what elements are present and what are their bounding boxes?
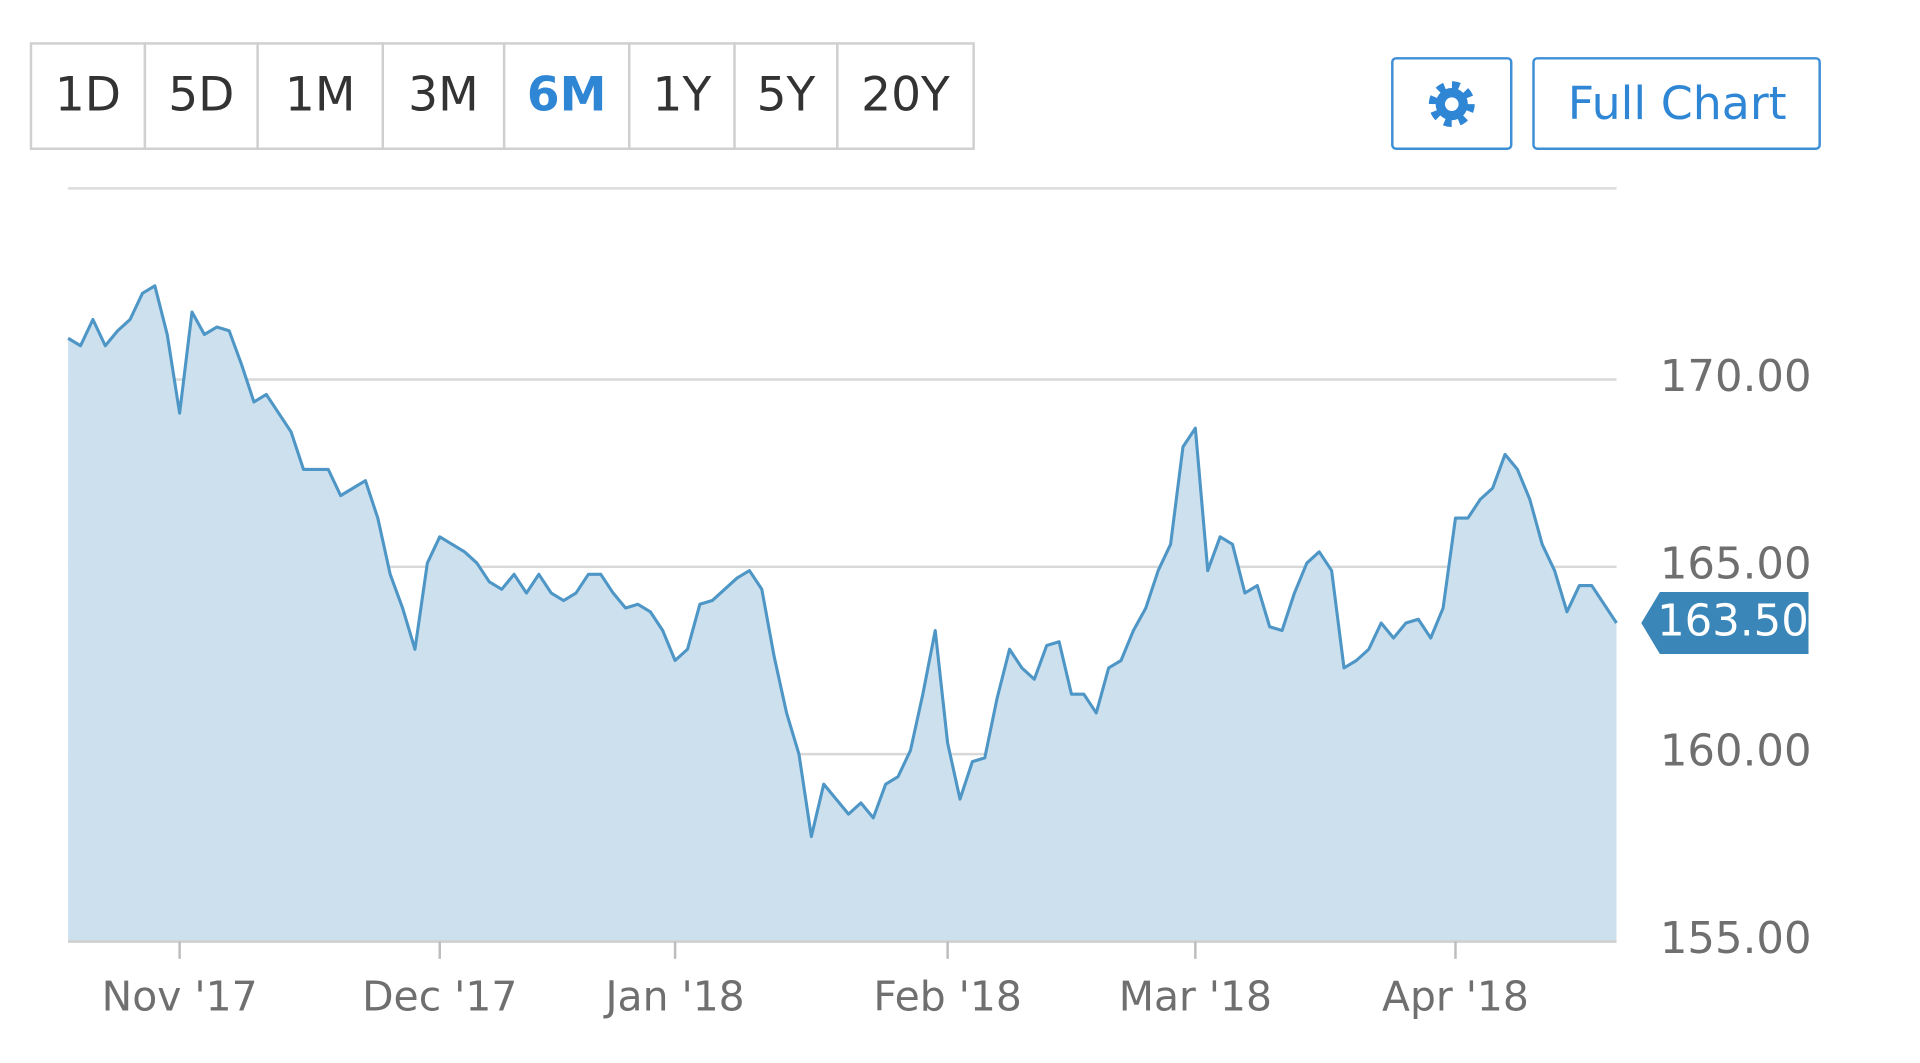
gear-hole[interactable] xyxy=(1444,97,1459,111)
last-price-label: 163.50 xyxy=(1657,597,1809,647)
range-button-label[interactable]: 3M xyxy=(408,67,479,122)
range-button-bar: 1D 5D 1M 3M 6M 1Y 5Y 20Y xyxy=(29,42,975,150)
range-button-frame[interactable] xyxy=(381,42,506,150)
x-tick-label: Apr '18 xyxy=(1382,973,1529,1021)
full-chart-label[interactable]: Full Chart xyxy=(1568,76,1787,130)
x-tick-label: Nov '17 xyxy=(102,973,258,1021)
range-button[interactable]: 3M xyxy=(381,42,506,150)
full-chart-button[interactable]: Full Chart xyxy=(1532,57,1821,150)
range-button[interactable]: 20Y xyxy=(836,42,975,150)
gear-teeth[interactable] xyxy=(1428,81,1475,128)
range-button-frame[interactable] xyxy=(502,42,631,150)
range-button-label[interactable]: 5D xyxy=(168,67,234,122)
plot: 155.00 160.00 165.00 170.00 163.50 Nov '17 Dec… xyxy=(67,284,1812,1021)
y-tick-label: 160.00 xyxy=(1660,727,1812,777)
range-button[interactable]: 1D xyxy=(29,42,147,150)
full-chart-button-frame[interactable] xyxy=(1532,57,1821,150)
range-button-label[interactable]: 1D xyxy=(55,67,121,122)
price-line xyxy=(67,284,1618,839)
x-tick-label: Jan '18 xyxy=(602,973,744,1021)
range-button-label[interactable]: 1Y xyxy=(653,67,712,122)
range-button-frame[interactable] xyxy=(836,42,975,150)
range-button[interactable]: 1Y xyxy=(628,42,736,150)
range-button-label[interactable]: 20Y xyxy=(861,67,950,122)
y-tick-label: 165.00 xyxy=(1660,539,1812,589)
settings-button[interactable] xyxy=(1391,57,1513,150)
range-button[interactable]: 5Y xyxy=(733,42,839,150)
y-tick-label: 155.00 xyxy=(1660,914,1812,964)
range-button-frame[interactable] xyxy=(256,42,385,150)
range-button-frame[interactable] xyxy=(143,42,259,150)
range-button[interactable]: 1M xyxy=(256,42,385,150)
last-price-tag xyxy=(1641,592,1809,654)
range-button[interactable]: 5D xyxy=(143,42,259,150)
y-tick-label: 170.00 xyxy=(1660,352,1812,402)
range-button-label[interactable]: 6M xyxy=(527,67,607,122)
x-tick-label: Mar '18 xyxy=(1119,973,1272,1021)
range-button[interactable]: 6M xyxy=(502,42,631,150)
range-button-label[interactable]: 5Y xyxy=(757,67,816,122)
x-tick-label: Feb '18 xyxy=(873,973,1022,1021)
range-button-label[interactable]: 1M xyxy=(285,67,356,122)
x-tick-label: Dec '17 xyxy=(362,973,517,1021)
range-button-frame[interactable] xyxy=(29,42,147,150)
area-fill xyxy=(68,285,1617,942)
range-button-frame[interactable] xyxy=(628,42,736,150)
